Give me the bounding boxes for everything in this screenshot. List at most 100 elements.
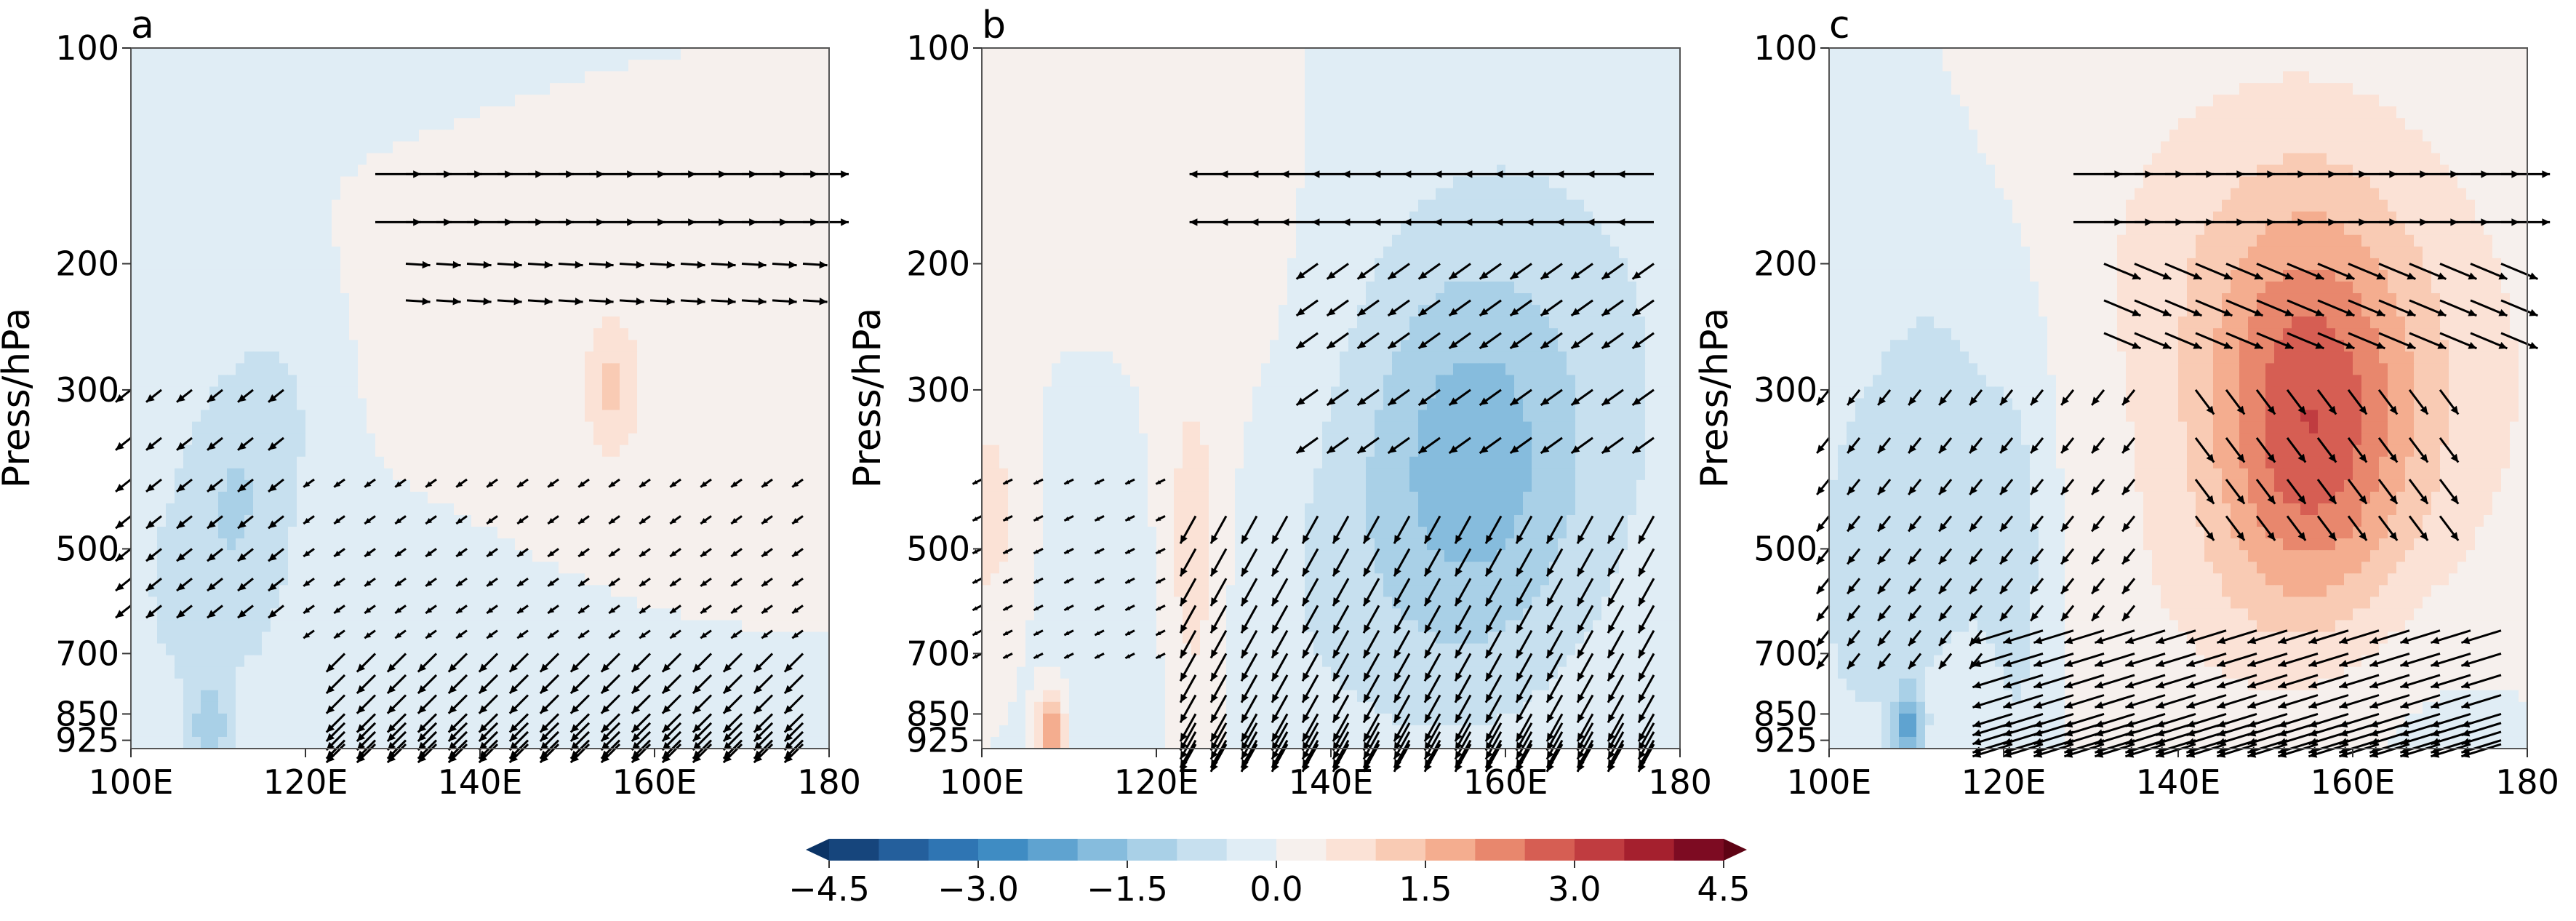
field-cell [593,410,603,423]
field-cell [436,550,446,562]
field-cell [358,141,367,154]
field-cell [288,48,297,60]
field-cell [166,118,175,130]
field-cell [314,585,324,597]
field-cell [175,95,184,107]
field-cell [279,176,289,189]
field-cell [375,468,385,481]
field-cell [637,83,647,95]
field-cell [777,246,786,259]
field-cell [689,48,699,60]
field-cell [410,246,420,259]
field-cell [358,153,367,166]
field-cell [445,573,455,586]
field-cell [358,597,367,609]
field-cell [777,550,786,562]
field-cell [707,491,716,504]
field-cell [419,269,428,282]
field-cell [803,456,812,469]
field-cell [140,503,149,516]
field-cell [559,444,568,458]
field-cell [140,211,149,224]
field-cell [777,631,786,645]
field-cell [707,538,716,551]
field-cell [201,269,210,282]
field-cell [689,316,699,329]
field-cell [183,468,193,481]
field-cell [227,71,236,84]
field-cell [463,538,472,551]
field-cell [803,83,812,95]
field-cell [148,398,158,411]
field-cell [314,421,324,434]
field-cell [227,95,236,107]
field-cell [663,351,673,364]
field-cell [620,199,629,212]
field-cell [585,678,594,691]
field-cell [410,503,420,516]
field-cell [663,129,673,142]
field-cell [445,351,455,364]
field-cell [401,456,411,469]
field-cell [157,246,167,259]
field-cell [140,456,149,469]
field-cell [384,538,393,551]
field-cell [279,375,289,388]
field-cell [567,106,577,119]
field-cell [559,736,568,749]
field-cell [428,433,437,446]
field-cell [367,585,376,597]
field-cell [463,328,472,340]
field-cell [314,223,324,236]
field-cell [751,223,760,236]
field-cell [305,83,315,95]
field-cell [611,234,620,247]
field-cell [262,503,271,516]
field-cell [340,316,350,329]
field-cell [445,631,455,645]
field-cell [253,643,263,656]
field-cell [297,655,306,668]
field-cell [532,188,542,201]
field-cell [637,643,647,656]
field-cell [698,468,708,481]
field-cell [724,643,734,656]
field-cell [497,211,507,224]
field-cell [349,305,359,317]
field-cell [559,527,568,539]
field-cell [305,71,315,84]
field-cell [672,199,681,212]
field-cell [628,410,638,423]
field-cell [602,328,612,340]
field-cell [410,60,420,72]
field-cell [454,444,463,458]
field-cell [131,620,140,633]
field-cell [698,363,708,375]
field-cell [532,386,542,399]
field-cell [497,608,507,621]
field-cell [698,386,708,399]
field-cell [489,316,498,329]
field-cell [576,234,585,247]
field-cell [244,316,254,329]
field-cell [340,95,350,107]
field-cell [288,363,297,375]
field-cell [192,410,201,423]
field-cell [297,118,306,130]
field-cell [777,433,786,446]
field-cell [209,199,219,212]
field-cell [707,71,716,84]
field-cell [297,515,306,527]
field-cell [541,410,551,423]
field-cell [253,386,263,399]
field-cell [646,491,655,504]
field-cell [768,655,777,668]
field-cell [253,71,263,84]
field-cell [209,375,219,388]
field-cell [340,538,350,551]
field-cell [803,479,812,493]
field-cell [340,444,350,458]
field-cell [689,538,699,551]
field-cell [375,118,385,130]
field-cell [279,363,289,375]
